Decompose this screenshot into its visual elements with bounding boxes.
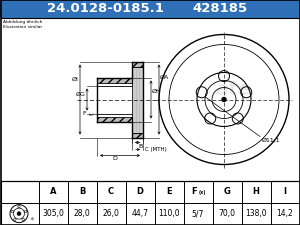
Text: I: I (284, 187, 286, 196)
Text: C (MTH): C (MTH) (145, 147, 167, 152)
Circle shape (17, 212, 21, 216)
Text: F: F (82, 111, 86, 116)
Bar (97, 83, 132, 117)
Text: 28,0: 28,0 (74, 209, 90, 218)
Text: H: H (253, 187, 260, 196)
Text: ØH: ØH (152, 89, 162, 94)
Text: ✦: ✦ (30, 216, 34, 221)
Text: 70,0: 70,0 (218, 209, 236, 218)
Bar (132, 133, 143, 137)
Text: D: D (112, 157, 117, 162)
Text: (x): (x) (199, 190, 206, 195)
Text: 110,0: 110,0 (158, 209, 180, 218)
Circle shape (222, 97, 226, 101)
Text: Ø11,1: Ø11,1 (262, 137, 280, 142)
Text: (x): (x) (88, 113, 94, 117)
Bar (97, 77, 132, 83)
Text: 44,7: 44,7 (131, 209, 148, 218)
Text: ate: ate (216, 80, 252, 99)
Text: 305,0: 305,0 (42, 209, 64, 218)
Bar (0, 0, 300, 18)
Text: D: D (136, 187, 143, 196)
Text: C: C (108, 187, 114, 196)
Text: ØG: ØG (76, 92, 86, 97)
Text: Abbildung ähnlich
Illustration similar: Abbildung ähnlich Illustration similar (3, 20, 42, 29)
Text: F: F (191, 187, 197, 196)
Text: B: B (79, 187, 85, 196)
Bar (132, 61, 143, 67)
Text: 428185: 428185 (192, 2, 248, 16)
Text: 14,2: 14,2 (277, 209, 293, 218)
Text: A: A (50, 187, 56, 196)
Text: ØI: ØI (72, 77, 79, 82)
Text: 26,0: 26,0 (103, 209, 119, 218)
Bar (97, 117, 132, 122)
Bar (1, 181, 299, 225)
Bar (132, 67, 143, 133)
Text: 138,0: 138,0 (245, 209, 267, 218)
Text: 24.0128-0185.1: 24.0128-0185.1 (46, 2, 164, 16)
Text: G: G (224, 187, 230, 196)
Text: B: B (139, 144, 143, 149)
Text: 5/7: 5/7 (192, 209, 204, 218)
Text: ØA: ØA (160, 75, 169, 80)
Text: E: E (166, 187, 172, 196)
